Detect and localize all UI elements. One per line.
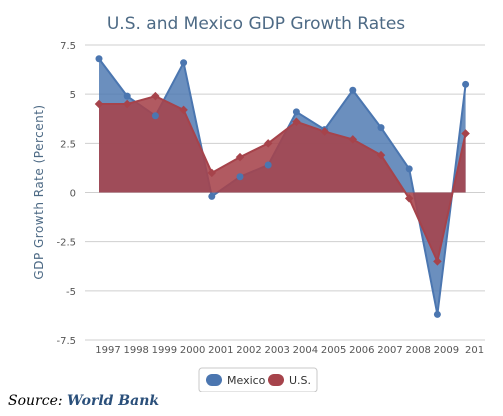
- legend-item-label[interactable]: U.S.: [289, 374, 311, 387]
- point-us[interactable]: [292, 117, 301, 126]
- gdp-growth-chart: U.S. and Mexico GDP Growth Rates GDP Gro…: [32, 14, 485, 392]
- y-tick-label: 2.5: [60, 139, 76, 150]
- legend-swatch: [206, 374, 222, 386]
- point-us[interactable]: [207, 168, 217, 178]
- point-mexico[interactable]: [405, 165, 413, 173]
- point-mexico[interactable]: [462, 80, 470, 88]
- point-us[interactable]: [461, 129, 470, 138]
- y-tick-label: 5: [70, 90, 76, 101]
- x-tick-label: 2008: [405, 345, 430, 356]
- x-tick-label: 1998: [123, 345, 148, 356]
- x-tick-label: 2004: [293, 345, 318, 356]
- source-note: Source: World Bank: [8, 393, 159, 409]
- x-tick-label: 2002: [236, 345, 261, 356]
- y-axis-ticks: 7.5 5 2.5 0 -2.5 -5 -7.5: [56, 41, 76, 347]
- source-name: World Bank: [67, 393, 160, 409]
- x-tick-label: 2006: [349, 345, 374, 356]
- point-mexico[interactable]: [123, 92, 131, 100]
- y-tick-label: 7.5: [60, 41, 76, 52]
- point-us[interactable]: [348, 135, 358, 144]
- chart-title: U.S. and Mexico GDP Growth Rates: [107, 14, 405, 34]
- x-tick-label: 1997: [95, 345, 120, 356]
- point-mexico[interactable]: [236, 173, 244, 181]
- point-us[interactable]: [404, 194, 414, 203]
- point-us[interactable]: [376, 150, 386, 160]
- point-us[interactable]: [94, 99, 104, 109]
- point-us[interactable]: [179, 105, 188, 115]
- point-mexico[interactable]: [208, 192, 216, 200]
- point-mexico[interactable]: [349, 86, 357, 94]
- point-mexico[interactable]: [95, 55, 103, 63]
- x-axis-ticks: 1997 1998 1999 2000 2001 2002 2003 2004 2005 2006…: [95, 345, 484, 356]
- point-us[interactable]: [263, 139, 273, 148]
- point-us[interactable]: [433, 257, 442, 266]
- x-tick-label: 201: [465, 345, 484, 356]
- x-tick-label: 2007: [377, 345, 402, 356]
- legend-box: [198, 367, 318, 392]
- x-tick-label: 2005: [321, 345, 346, 356]
- point-mexico[interactable]: [264, 161, 272, 169]
- x-tick-label: 2009: [434, 345, 459, 356]
- series-areas: [98, 58, 467, 315]
- point-mexico[interactable]: [377, 124, 385, 132]
- x-tick-label: 1999: [152, 345, 177, 356]
- legend-swatch: [268, 374, 284, 386]
- x-tick-label: 2001: [208, 345, 233, 356]
- point-us[interactable]: [122, 99, 132, 109]
- line-us: [99, 95, 467, 265]
- point-us[interactable]: [235, 152, 245, 162]
- y-axis-label: GDP Growth Rate (Percent): [32, 104, 46, 279]
- point-mexico[interactable]: [433, 310, 441, 318]
- source-prefix: Source:: [8, 393, 63, 409]
- y-tick-label: 0: [70, 189, 76, 200]
- y-tick-label: -7.5: [56, 336, 76, 347]
- point-mexico[interactable]: [180, 59, 188, 67]
- point-us[interactable]: [320, 127, 329, 136]
- legend: Mexico U.S.: [198, 367, 318, 392]
- y-tick-label: -5: [66, 287, 76, 298]
- area-us: [99, 96, 466, 262]
- point-mexico[interactable]: [151, 112, 159, 120]
- y-tick-label: -2.5: [56, 238, 76, 249]
- point-mexico[interactable]: [292, 108, 300, 116]
- point-us[interactable]: [151, 91, 160, 101]
- x-tick-label: 2003: [264, 345, 289, 356]
- legend-item-label[interactable]: Mexico: [227, 374, 266, 387]
- series-points: [94, 55, 470, 318]
- x-tick-label: 2000: [180, 345, 205, 356]
